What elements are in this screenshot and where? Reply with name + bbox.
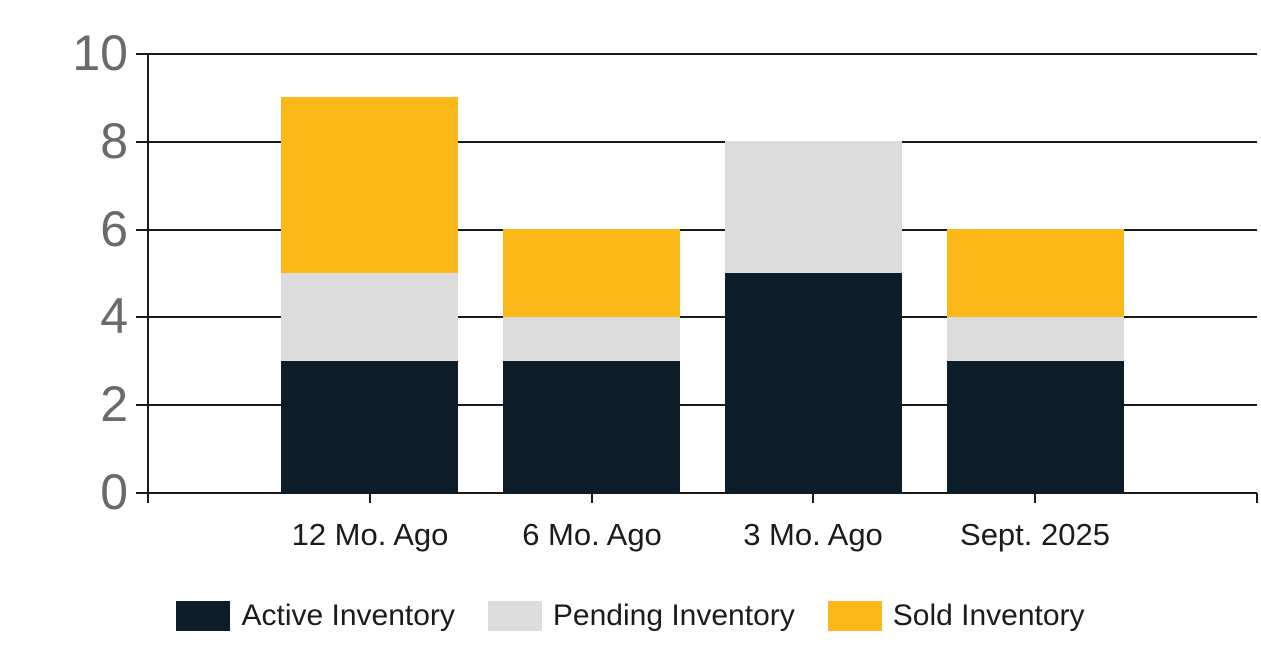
x-category-label-3-mo-ago: 3 Mo. Ago [743,517,883,552]
y-tick-label-4: 4 [100,288,128,344]
gridline-y-8 [136,141,1257,143]
y-tick-label-10: 10 [72,25,128,81]
legend-label: Sold Inventory [892,599,1085,632]
x-category-label-sept-2025: Sept. 2025 [960,517,1110,552]
x-tick-mark [1034,493,1036,503]
x-tick-mark [1256,493,1258,503]
y-tick-label-8: 8 [100,113,128,169]
gridline-y-6 [136,229,1257,231]
gridline-y-4 [136,316,1257,318]
bar-segment-active-inventory [281,361,458,493]
bar-segment-active-inventory [725,273,902,493]
x-tick-mark [369,493,371,503]
y-tick-label-6: 6 [100,201,128,257]
y-axis-line [147,54,149,503]
legend-item-active-inventory: Active Inventory [176,599,455,633]
gridline-y-2 [136,404,1257,406]
legend: Active Inventory Pending Inventory Sold In… [0,599,1261,633]
bar-segment-pending-inventory [503,317,680,361]
x-tick-mark [591,493,593,503]
bar-segment-sold-inventory [947,229,1124,317]
y-tick-label-0: 0 [100,464,128,520]
bar-segment-active-inventory [947,361,1124,493]
x-tick-mark [147,493,149,503]
legend-item-pending-inventory: Pending Inventory [487,599,795,633]
bar-segment-pending-inventory [725,141,902,273]
legend-swatch [827,601,882,631]
gridline-y-10 [136,53,1257,55]
bar-sept-2025 [947,54,1124,493]
bar-segment-pending-inventory [947,317,1124,361]
bar-3-mo-ago [725,54,902,493]
y-tick-label-2: 2 [100,376,128,432]
bar-6-mo-ago [503,54,680,493]
plot-area [136,53,1258,503]
x-category-label-12-mo-ago: 12 Mo. Ago [291,517,449,552]
bar-segment-sold-inventory [281,97,458,273]
bar-segment-active-inventory [503,361,680,493]
legend-label: Active Inventory [241,599,455,632]
legend-swatch [487,601,542,631]
x-category-label-6-mo-ago: 6 Mo. Ago [522,517,662,552]
legend-swatch [176,601,231,631]
bar-segment-pending-inventory [281,273,458,361]
gridline-y-0 [136,492,1257,494]
bar-12-mo-ago [281,54,458,493]
legend-item-sold-inventory: Sold Inventory [827,599,1085,633]
bar-segment-sold-inventory [503,229,680,317]
x-tick-mark [812,493,814,503]
legend-label: Pending Inventory [552,599,795,632]
